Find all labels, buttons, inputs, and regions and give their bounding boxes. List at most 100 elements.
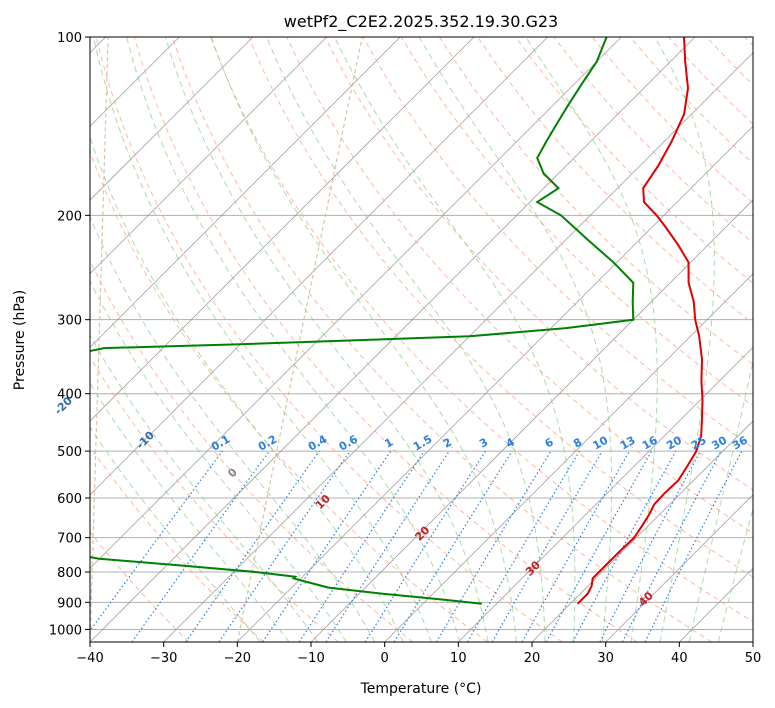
y-tick-label: 700 [57,532,82,547]
mixing-ratio-label: 30 [709,433,729,452]
chart-title: wetPf2_C2E2.2025.352.19.30.G23 [284,12,558,32]
y-tick-label: 500 [57,445,82,460]
dry-adiabat-label: -10 [134,428,157,451]
mixing-ratio-label: 16 [640,433,660,452]
mixing-ratio-line [545,450,653,642]
mixing-ratio-line [218,450,351,642]
isotherm-line [163,52,753,642]
y-tick-label: 800 [57,566,82,581]
moist-adiabat-line [334,37,576,642]
moist-adiabat-line [90,334,319,642]
dry-adiabat-line [744,37,753,47]
mixing-ratio-line [572,450,677,642]
isotherm-line [90,37,254,201]
dry-adiabat-label: 30 [523,558,543,578]
x-tick-label: 30 [597,651,614,666]
isotherm-line [90,37,548,496]
x-tick-label: 10 [450,651,467,666]
mixing-ratio-label: 20 [664,433,684,452]
mixing-ratio-lines [90,450,743,642]
mixing-ratio-label: 1.5 [411,433,434,454]
dry-adiabat-line [90,150,488,642]
moist-adiabat-line [654,37,715,642]
isotherm-line [90,37,475,422]
x-tick-label: 50 [745,651,762,666]
moist-adiabat-line [525,37,658,642]
dry-adiabat-line [90,259,414,642]
mixing-ratio-line [298,450,425,642]
plot-frame [89,36,754,643]
mixing-ratio-line [90,450,223,632]
y-axis-ticks: 100 200 300 400 500 600 700 800 900 1000 [49,31,90,638]
mixing-ratio-label: 0.1 [209,433,232,454]
moist-adiabat-line [90,135,404,642]
dry-adiabat-line [90,356,339,642]
lcl-curve-line [236,37,363,642]
x-tick-label: −40 [76,651,103,666]
moist-adiabat-line [90,382,290,642]
dry-adiabat-line [210,37,753,623]
y-tick-label: 100 [57,31,82,46]
y-tick-label: 1000 [49,623,82,638]
isotherm-line [384,273,753,642]
mixing-ratio-label: 10 [591,433,611,452]
y-tick-label: 200 [57,209,82,224]
mixing-ratio-line [521,450,631,642]
moist-adiabat-line [92,37,432,642]
moist-adiabat-line [688,358,753,642]
isotherm-line [458,346,753,642]
x-tick-label: −30 [150,651,177,666]
dry-adiabat-line [90,531,190,642]
y-tick-label: 400 [57,388,82,403]
mixing-ratio-label: 36 [730,433,750,452]
dry-adiabat-line [286,37,753,534]
isotherm-line [752,641,753,642]
mixing-ratio-label: 25 [689,434,709,453]
dry-adiabat-line [706,37,753,86]
mixing-ratio-label: 1 [382,436,395,451]
moist-adiabat-line [210,37,517,642]
isobar-lines [90,37,753,630]
profiles [90,37,704,605]
isotherm-line [237,125,753,642]
dry-adiabat-line [90,445,264,642]
dry-adiabat-line [248,37,753,578]
dewpoint-profile-line [90,37,635,605]
mixing-ratio-line [393,450,513,642]
moist-adiabat-line [90,215,376,642]
plot-area [90,37,753,642]
x-axis-ticks: −40 −30 −20 −10 0 10 20 30 40 50 [76,642,761,666]
mixing-ratio-line [325,450,450,642]
moist-adiabat-line [717,506,753,642]
dry-adiabat-line [477,37,753,325]
y-tick-label: 300 [57,314,82,329]
isotherm-line [605,494,753,642]
y-axis-label: Pressure (hPa) [12,290,28,390]
mixing-ratio-label: 13 [618,434,638,453]
x-tick-label: 40 [671,651,688,666]
mixing-ratio-label: 0.2 [256,433,279,454]
mixing-ratio-line [644,450,743,642]
mixing-ratio-label: 0.4 [306,432,330,453]
y-tick-label: 900 [57,596,82,611]
x-axis-label: Temperature (°C) [360,681,482,697]
dry-adiabat-label: 20 [412,523,432,543]
dry-adiabat-label: 0 [225,465,240,480]
mixing-ratio-line [185,450,320,642]
moist-adiabat-line [164,37,489,642]
dry-adiabat-line [95,37,563,642]
moist-adiabat-line [90,426,261,642]
moist-adiabat-line [418,37,613,642]
mixing-ratio-line [262,450,392,642]
dry-adiabat-line [171,37,712,642]
temperature-profile-line [576,37,704,605]
mixing-ratio-label: 0.6 [337,432,361,453]
dry-adiabat-line [438,37,753,366]
x-tick-label: −10 [297,651,324,666]
mixing-ratio-label: 8 [571,436,584,451]
moist-adiabat-line [266,37,546,642]
dry-adiabat-line [515,37,753,284]
mixing-ratio-label: 6 [543,435,556,450]
x-tick-label: −20 [224,651,251,666]
